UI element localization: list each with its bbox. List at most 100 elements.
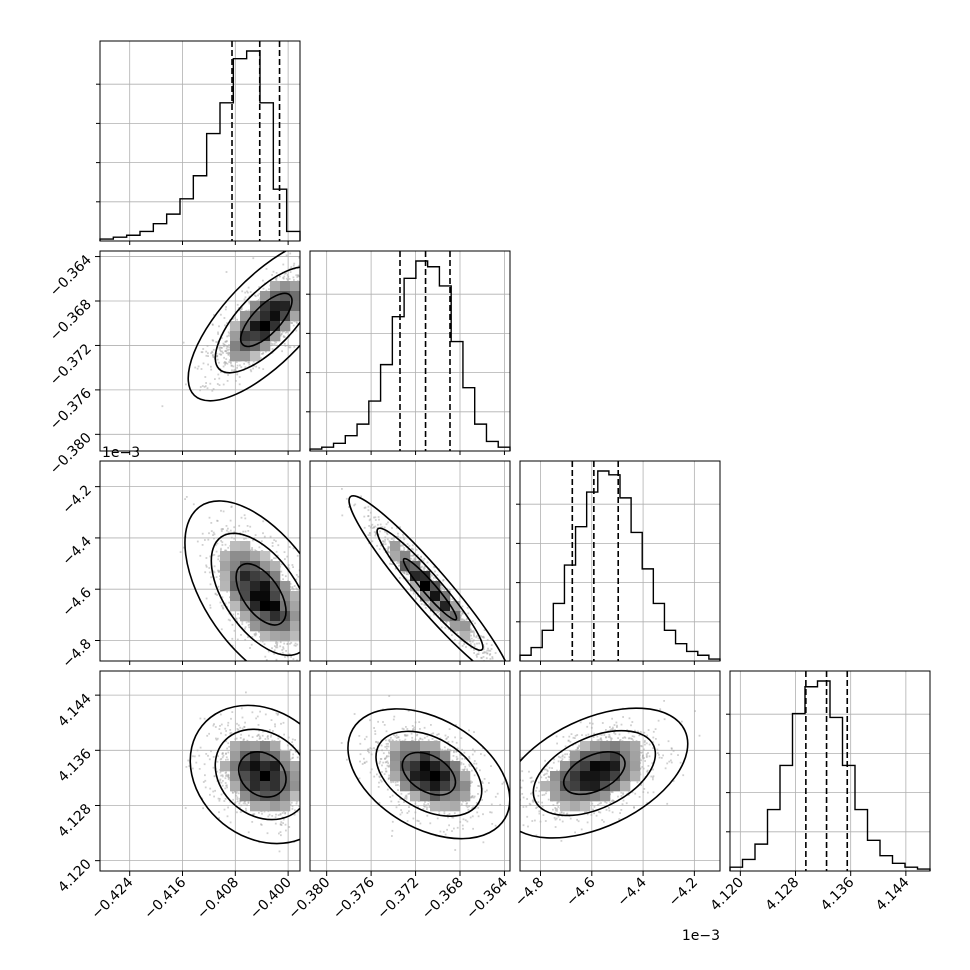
sample-point bbox=[184, 498, 186, 500]
sample-point bbox=[472, 630, 475, 633]
sample-point bbox=[287, 344, 290, 347]
sample-point bbox=[389, 562, 391, 565]
sample-point bbox=[461, 605, 464, 608]
sample-point bbox=[231, 711, 234, 713]
sample-point bbox=[210, 530, 213, 532]
sample-point bbox=[262, 532, 264, 535]
sample-point bbox=[265, 268, 268, 270]
sample-point bbox=[287, 275, 290, 278]
sample-point bbox=[491, 657, 494, 660]
density-cell bbox=[390, 551, 401, 562]
sample-point bbox=[211, 339, 214, 342]
sample-point bbox=[311, 283, 313, 285]
sample-point bbox=[281, 331, 284, 334]
sample-point bbox=[387, 521, 389, 524]
sample-point bbox=[226, 529, 228, 532]
sample-point bbox=[219, 779, 221, 782]
sample-point bbox=[316, 650, 318, 652]
sample-point bbox=[260, 810, 263, 813]
density-cell bbox=[250, 301, 261, 312]
sample-point bbox=[473, 652, 475, 654]
panel-density bbox=[341, 488, 510, 661]
sample-point bbox=[275, 672, 277, 674]
sample-point bbox=[262, 520, 265, 523]
sample-point bbox=[369, 532, 371, 534]
sample-point bbox=[323, 282, 325, 284]
sample-point bbox=[227, 546, 230, 549]
sample-point bbox=[462, 618, 465, 621]
sample-point bbox=[208, 516, 211, 519]
sample-point bbox=[475, 636, 478, 639]
sample-point bbox=[384, 543, 387, 546]
sample-point bbox=[185, 496, 188, 498]
sample-point bbox=[247, 361, 250, 364]
sample-point bbox=[482, 646, 485, 648]
sample-point bbox=[237, 613, 239, 615]
sample-point bbox=[302, 634, 304, 636]
sample-point bbox=[341, 488, 343, 490]
sample-point bbox=[402, 550, 405, 552]
sample-point bbox=[301, 287, 303, 289]
sample-point bbox=[225, 340, 228, 343]
sample-point bbox=[303, 614, 305, 616]
sample-point bbox=[448, 623, 451, 626]
sample-point bbox=[224, 362, 227, 364]
sample-point bbox=[300, 653, 302, 655]
sample-point bbox=[488, 649, 490, 652]
sample-point bbox=[220, 371, 222, 373]
sample-point bbox=[253, 537, 256, 539]
sample-point bbox=[242, 802, 245, 805]
sample-point bbox=[433, 566, 435, 568]
sample-point bbox=[235, 361, 238, 363]
sample-point bbox=[337, 252, 339, 254]
sample-point bbox=[288, 346, 291, 349]
density-cell bbox=[440, 601, 451, 612]
density-cell bbox=[280, 291, 291, 302]
sample-point bbox=[291, 564, 294, 566]
sample-point bbox=[285, 829, 287, 832]
sample-point bbox=[320, 790, 322, 792]
sample-point bbox=[471, 620, 474, 623]
sample-point bbox=[489, 658, 492, 660]
sample-point bbox=[305, 769, 307, 771]
sample-point bbox=[469, 643, 472, 645]
sample-point bbox=[310, 658, 312, 660]
sample-point bbox=[278, 832, 280, 835]
sample-point bbox=[283, 342, 286, 345]
sample-point bbox=[251, 736, 254, 738]
sample-point bbox=[384, 536, 387, 539]
sample-point bbox=[482, 636, 485, 639]
sample-point bbox=[408, 545, 411, 547]
sample-point bbox=[316, 615, 318, 617]
sample-point bbox=[283, 336, 286, 338]
sample-point bbox=[477, 650, 480, 653]
sample-point bbox=[240, 516, 243, 519]
sample-point bbox=[217, 571, 220, 573]
sample-point bbox=[225, 775, 227, 777]
sample-point bbox=[286, 331, 288, 333]
sample-point bbox=[191, 767, 194, 770]
sample-point bbox=[248, 301, 251, 303]
sample-point bbox=[282, 578, 284, 581]
sample-point bbox=[301, 277, 303, 279]
sample-point bbox=[288, 826, 291, 828]
sample-point bbox=[276, 276, 278, 279]
sample-point bbox=[424, 607, 427, 609]
sample-point bbox=[345, 497, 348, 500]
sample-point bbox=[377, 516, 380, 518]
sample-point bbox=[314, 809, 316, 811]
sample-point bbox=[226, 747, 228, 750]
sample-point bbox=[458, 642, 461, 645]
sample-point bbox=[228, 359, 231, 361]
sample-point bbox=[305, 579, 307, 581]
sample-point bbox=[298, 256, 300, 259]
density-cell bbox=[270, 611, 281, 622]
sample-point bbox=[270, 719, 273, 721]
density-cell bbox=[220, 551, 231, 562]
density-cell bbox=[280, 581, 291, 592]
sample-point bbox=[459, 614, 462, 617]
density-cell bbox=[230, 581, 241, 592]
density-cell bbox=[290, 631, 300, 642]
sample-point bbox=[300, 295, 302, 297]
sample-point bbox=[282, 646, 285, 649]
